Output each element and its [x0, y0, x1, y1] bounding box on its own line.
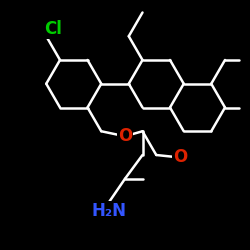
Text: H₂N: H₂N	[91, 202, 126, 220]
Text: Cl: Cl	[44, 20, 62, 38]
Text: O: O	[118, 127, 132, 145]
Text: O: O	[173, 148, 187, 166]
